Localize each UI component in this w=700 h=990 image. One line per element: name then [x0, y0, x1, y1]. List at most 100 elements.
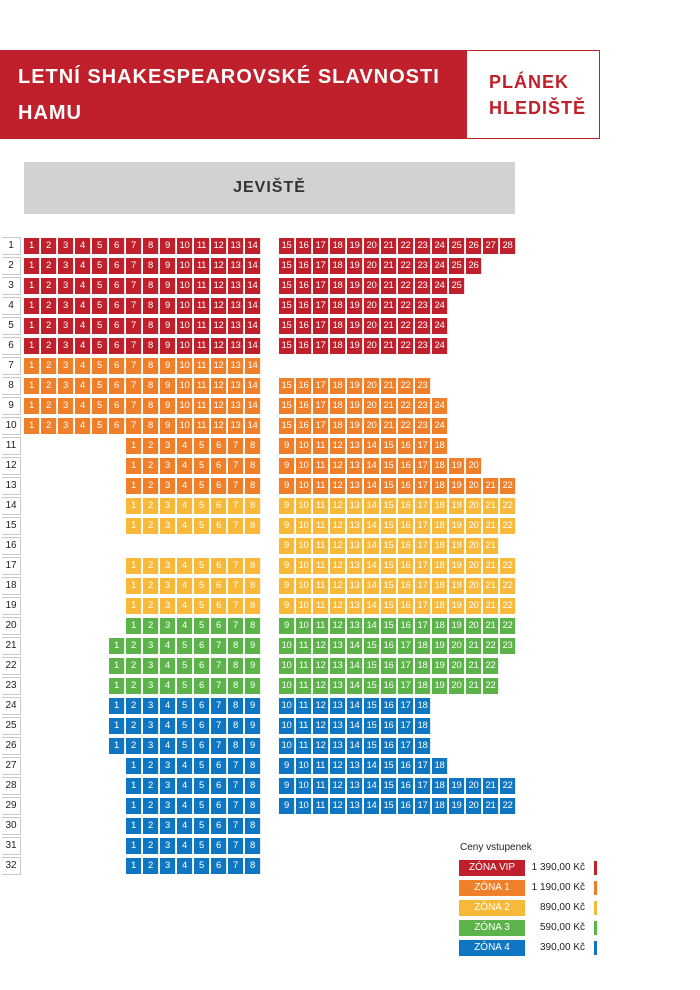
seat[interactable]: 14 [364, 538, 380, 554]
seat[interactable]: 10 [177, 318, 193, 334]
seat[interactable]: 22 [500, 598, 516, 614]
seat[interactable]: 1 [126, 758, 142, 774]
seat[interactable]: 2 [126, 678, 142, 694]
seat[interactable]: 11 [194, 338, 210, 354]
seat[interactable]: 11 [194, 398, 210, 414]
seat[interactable]: 4 [177, 498, 193, 514]
seat[interactable]: 22 [500, 518, 516, 534]
seat[interactable]: 11 [313, 478, 329, 494]
seat[interactable]: 2 [41, 398, 57, 414]
seat[interactable]: 15 [364, 678, 380, 694]
seat[interactable]: 8 [143, 378, 159, 394]
seat[interactable]: 7 [126, 318, 142, 334]
seat[interactable]: 17 [415, 578, 431, 594]
seat[interactable]: 1 [126, 578, 142, 594]
seat[interactable]: 7 [228, 478, 244, 494]
seat[interactable]: 12 [330, 758, 346, 774]
seat[interactable]: 19 [347, 318, 363, 334]
seat[interactable]: 17 [313, 278, 329, 294]
seat[interactable]: 6 [194, 698, 210, 714]
seat[interactable]: 9 [160, 378, 176, 394]
seat[interactable]: 5 [194, 518, 210, 534]
seat[interactable]: 16 [296, 298, 312, 314]
seat[interactable]: 10 [177, 338, 193, 354]
seat[interactable]: 16 [381, 698, 397, 714]
seat[interactable]: 9 [279, 778, 295, 794]
seat[interactable]: 24 [432, 318, 448, 334]
seat[interactable]: 17 [398, 718, 414, 734]
seat[interactable]: 21 [483, 798, 499, 814]
seat[interactable]: 24 [432, 238, 448, 254]
seat[interactable]: 8 [245, 578, 261, 594]
seat[interactable]: 3 [160, 518, 176, 534]
seat[interactable]: 6 [109, 378, 125, 394]
seat[interactable]: 8 [245, 438, 261, 454]
seat[interactable]: 21 [483, 598, 499, 614]
seat[interactable]: 22 [500, 778, 516, 794]
seat[interactable]: 19 [449, 458, 465, 474]
seat[interactable]: 13 [228, 378, 244, 394]
seat[interactable]: 2 [41, 358, 57, 374]
seat[interactable]: 2 [143, 438, 159, 454]
seat[interactable]: 7 [126, 338, 142, 354]
seat[interactable]: 5 [194, 618, 210, 634]
seat[interactable]: 7 [228, 578, 244, 594]
seat[interactable]: 3 [160, 778, 176, 794]
seat[interactable]: 6 [109, 258, 125, 274]
seat[interactable]: 11 [194, 418, 210, 434]
seat[interactable]: 8 [245, 778, 261, 794]
seat[interactable]: 3 [160, 458, 176, 474]
seat[interactable]: 18 [330, 298, 346, 314]
seat[interactable]: 4 [177, 618, 193, 634]
seat[interactable]: 19 [449, 538, 465, 554]
seat[interactable]: 1 [24, 318, 40, 334]
seat[interactable]: 14 [347, 738, 363, 754]
seat[interactable]: 1 [126, 618, 142, 634]
seat[interactable]: 13 [228, 358, 244, 374]
seat[interactable]: 8 [143, 338, 159, 354]
seat[interactable]: 16 [398, 558, 414, 574]
seat[interactable]: 6 [211, 838, 227, 854]
seat[interactable]: 3 [58, 298, 74, 314]
seat[interactable]: 1 [109, 718, 125, 734]
seat[interactable]: 3 [160, 858, 176, 874]
seat[interactable]: 19 [347, 398, 363, 414]
seat[interactable]: 19 [449, 798, 465, 814]
seat[interactable]: 7 [211, 738, 227, 754]
seat[interactable]: 19 [347, 338, 363, 354]
seat[interactable]: 13 [330, 638, 346, 654]
seat[interactable]: 23 [415, 338, 431, 354]
seat[interactable]: 2 [126, 658, 142, 674]
seat[interactable]: 5 [92, 298, 108, 314]
seat[interactable]: 16 [398, 618, 414, 634]
seat[interactable]: 21 [466, 658, 482, 674]
seat[interactable]: 2 [126, 738, 142, 754]
seat[interactable]: 6 [211, 478, 227, 494]
seat[interactable]: 5 [194, 498, 210, 514]
seat[interactable]: 19 [449, 598, 465, 614]
seat[interactable]: 5 [194, 438, 210, 454]
seat[interactable]: 10 [177, 418, 193, 434]
seat[interactable]: 15 [381, 618, 397, 634]
seat[interactable]: 15 [364, 738, 380, 754]
seat[interactable]: 12 [211, 318, 227, 334]
seat[interactable]: 8 [245, 598, 261, 614]
seat[interactable]: 5 [92, 398, 108, 414]
seat[interactable]: 19 [449, 478, 465, 494]
seat[interactable]: 10 [177, 278, 193, 294]
seat[interactable]: 5 [194, 838, 210, 854]
seat[interactable]: 21 [483, 778, 499, 794]
seat[interactable]: 10 [296, 498, 312, 514]
seat[interactable]: 16 [398, 798, 414, 814]
seat[interactable]: 2 [143, 778, 159, 794]
seat[interactable]: 17 [415, 538, 431, 554]
seat[interactable]: 23 [415, 418, 431, 434]
seat[interactable]: 17 [398, 738, 414, 754]
seat[interactable]: 1 [126, 498, 142, 514]
seat[interactable]: 4 [75, 358, 91, 374]
seat[interactable]: 13 [347, 458, 363, 474]
seat[interactable]: 2 [143, 818, 159, 834]
seat[interactable]: 7 [228, 798, 244, 814]
seat[interactable]: 21 [483, 578, 499, 594]
seat[interactable]: 14 [364, 458, 380, 474]
